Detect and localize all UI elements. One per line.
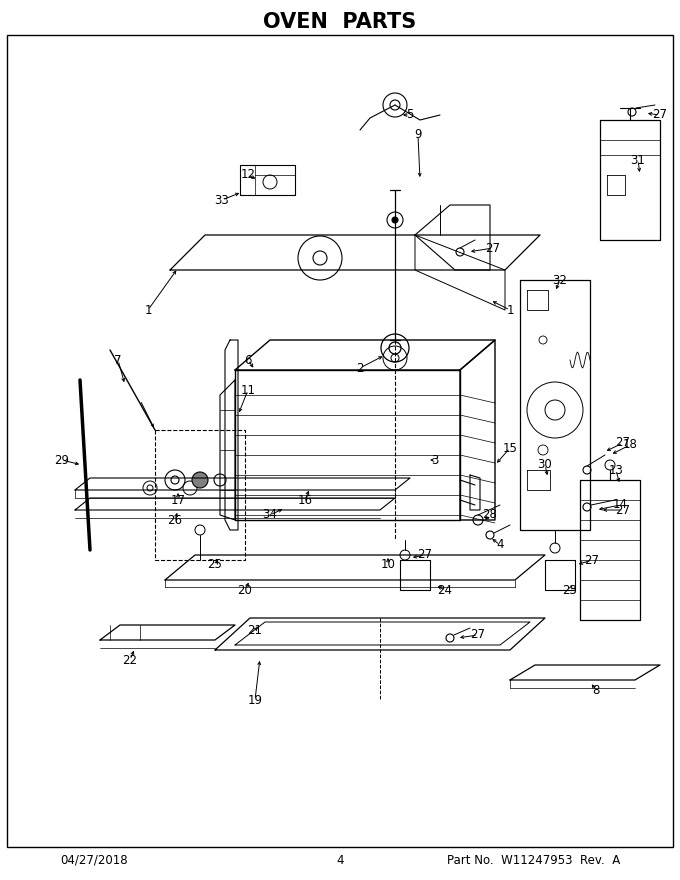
Text: 1: 1 (144, 304, 152, 317)
Text: 3: 3 (431, 453, 439, 466)
Text: 23: 23 (562, 583, 577, 597)
Text: 15: 15 (503, 442, 517, 454)
Text: 21: 21 (248, 624, 262, 636)
Text: 13: 13 (609, 464, 624, 476)
Text: 32: 32 (553, 274, 567, 287)
Text: 18: 18 (623, 438, 637, 451)
Text: 24: 24 (437, 583, 452, 597)
Text: OVEN  PARTS: OVEN PARTS (263, 12, 417, 32)
Text: 27: 27 (615, 436, 630, 450)
Text: 27: 27 (471, 628, 486, 642)
Text: 25: 25 (207, 559, 222, 571)
Circle shape (392, 217, 398, 223)
Text: 34: 34 (262, 509, 277, 522)
Text: 19: 19 (248, 693, 262, 707)
Text: 12: 12 (241, 168, 256, 181)
Text: 27: 27 (615, 503, 630, 517)
Text: 2: 2 (356, 362, 364, 375)
Text: 8: 8 (592, 684, 600, 696)
Text: 5: 5 (407, 108, 413, 121)
Circle shape (192, 472, 208, 488)
Text: 33: 33 (215, 194, 229, 207)
Text: 10: 10 (381, 559, 396, 571)
Text: 11: 11 (241, 384, 256, 397)
Text: 7: 7 (114, 354, 122, 366)
Text: 9: 9 (414, 128, 422, 142)
Text: 14: 14 (613, 498, 628, 511)
Text: 27: 27 (653, 108, 668, 121)
Text: 31: 31 (630, 153, 645, 166)
Text: 17: 17 (171, 494, 186, 507)
Text: 27: 27 (418, 548, 432, 561)
Text: 28: 28 (483, 509, 498, 522)
Text: 16: 16 (298, 494, 313, 507)
Text: 4: 4 (336, 854, 344, 867)
Text: Part No.  W11247953  Rev.  A: Part No. W11247953 Rev. A (447, 854, 620, 867)
Text: 26: 26 (167, 514, 182, 526)
Text: 27: 27 (486, 241, 500, 254)
Text: 4: 4 (496, 539, 504, 552)
Text: 04/27/2018: 04/27/2018 (60, 854, 128, 867)
Text: 20: 20 (237, 583, 252, 597)
Text: 27: 27 (585, 554, 600, 567)
Text: 29: 29 (54, 453, 69, 466)
Text: 6: 6 (244, 354, 252, 366)
Text: 22: 22 (122, 654, 137, 666)
Text: 1: 1 (506, 304, 514, 317)
Text: 30: 30 (538, 458, 552, 472)
